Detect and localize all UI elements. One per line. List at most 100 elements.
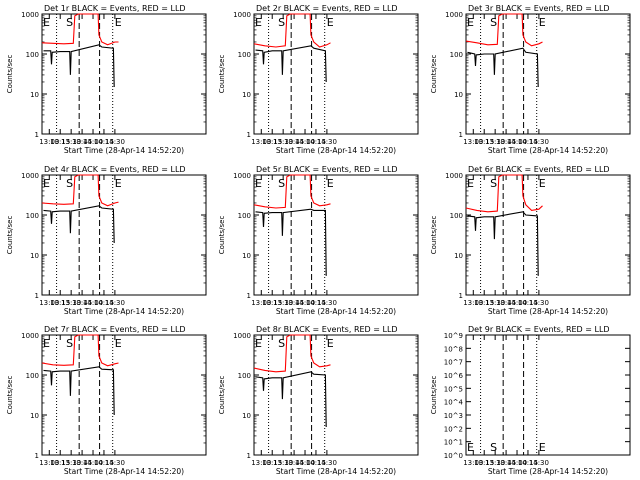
y-tick-label: 10 [30,252,39,260]
y-axis-label: Counts/sec [218,376,226,415]
y-tick-label: 1 [247,292,251,300]
saa-marker: S [278,177,285,190]
y-tick-label: 10 [242,412,251,420]
x-tick-label: 14:00 [507,299,527,307]
x-tick-label: 13:15 [50,299,70,307]
start-marker: E [467,441,474,454]
x-tick-label: 13:00 [39,138,59,146]
x-tick-label: 13:30 [273,138,293,146]
x-tick-label: 14:00 [507,459,527,467]
x-tick-label: 14:15 [94,459,114,467]
y-tick-label: 1000 [445,11,463,19]
x-tick-label: 14:15 [518,459,538,467]
event-rate-line [43,366,115,416]
detector-panel-5: Det 5r BLACK = Events, RED = LLD 1 10 100 10… [218,165,419,316]
x-tick-label: 13:45 [284,299,304,307]
eclipse-marker: E [327,177,334,190]
x-tick-label: 14:15 [94,299,114,307]
panel-title: Det 9r BLACK = Events, RED = LLD [468,325,610,334]
x-tick-label: 13:00 [251,459,271,467]
plot-frame [41,334,207,456]
detector-panel-2: Det 2r BLACK = Events, RED = LLD 1 10 100 10… [218,4,419,155]
x-tick-label: 14:30 [529,459,549,467]
panel-title: Det 2r BLACK = Events, RED = LLD [256,4,398,13]
y-tick-label: 1 [35,131,39,139]
x-tick-label: 13:45 [72,138,92,146]
x-tick-label: 13:30 [485,138,505,146]
y-tick-label: 10 [242,252,251,260]
y-tick-label: 100 [26,51,39,59]
y-axis-label: Counts/sec [218,55,226,94]
y-tick-label: 100 [238,51,251,59]
y-axis-label: Counts/sec [218,216,226,255]
x-tick-label: 13:15 [262,138,282,146]
saa-marker: S [278,16,285,29]
x-tick-label: 13:45 [72,459,92,467]
eclipse-marker: E [327,337,334,350]
detector-panel-3: Det 3r BLACK = Events, RED = LLD 1 10 100 10… [430,4,631,155]
x-axis-label: Start Time (28-Apr-14 14:52:20) [276,307,396,316]
y-tick-label: 1 [247,452,251,460]
event-rate-line [467,47,539,88]
y-tick-label: 100 [238,212,251,220]
x-tick-label: 14:15 [518,299,538,307]
detector-panel-6: Det 6r BLACK = Events, RED = LLD 1 10 100 10… [430,165,631,316]
x-tick-label: 13:45 [496,299,516,307]
y-tick-label: 10 [30,412,39,420]
y-axis-label: Counts/sec [430,376,438,415]
x-tick-label: 14:00 [83,138,103,146]
y-axis-label: Counts/sec [6,216,14,255]
panel-title: Det 6r BLACK = Events, RED = LLD [468,165,610,174]
y-tick-label: 100 [450,212,463,220]
y-tick-label: 1000 [445,172,463,180]
y-tick-label: 100 [238,372,251,380]
saa-marker: S [66,16,73,29]
x-tick-label: 13:30 [485,299,505,307]
x-tick-label: 13:00 [39,459,59,467]
saa-marker: S [490,16,497,29]
panel-title: Det 4r BLACK = Events, RED = LLD [44,165,186,174]
start-marker: E [43,177,50,190]
start-marker: E [255,16,262,29]
plot-frame [253,174,419,296]
x-tick-label: 14:15 [518,138,538,146]
detector-panel-7: Det 7r BLACK = Events, RED = LLD 1 10 100 10… [6,325,207,476]
x-tick-label: 13:15 [474,459,494,467]
lld-rate-line [253,13,331,48]
y-tick-label: 100 [26,372,39,380]
y-axis-label: Counts/sec [6,55,14,94]
y-tick-label: 1 [35,292,39,300]
start-marker: E [255,177,262,190]
x-tick-label: 13:30 [61,138,81,146]
y-tick-label: 10 [242,91,251,99]
x-axis-label: Start Time (28-Apr-14 14:52:20) [488,146,608,155]
x-tick-label: 14:30 [317,138,337,146]
y-tick-label: 1 [459,292,463,300]
lld-rate-line [253,174,331,209]
y-tick-label: 10 [454,252,463,260]
x-tick-label: 14:15 [306,299,326,307]
x-tick-label: 14:30 [105,459,125,467]
x-axis-label: Start Time (28-Apr-14 14:52:20) [276,467,396,476]
x-tick-label: 14:00 [507,138,527,146]
panel-title: Det 8r BLACK = Events, RED = LLD [256,325,398,334]
y-tick-label: 10^4 [444,399,464,407]
x-tick-label: 13:00 [39,299,59,307]
event-rate-line [467,211,539,276]
y-tick-label: 1000 [21,332,39,340]
x-axis-label: Start Time (28-Apr-14 14:52:20) [64,307,184,316]
lld-rate-line [41,334,119,367]
x-tick-label: 14:30 [105,138,125,146]
y-tick-label: 10^6 [444,372,464,380]
x-tick-label: 13:30 [61,459,81,467]
detector-panel-9: Det 9r BLACK = Events, RED = LLD 10^0 10^1… [430,325,631,476]
plot-frame [41,13,207,135]
event-rate-line [255,371,327,428]
x-tick-label: 13:30 [485,459,505,467]
saa-marker: S [66,177,73,190]
y-tick-label: 100 [450,51,463,59]
x-axis-label: Start Time (28-Apr-14 14:52:20) [276,146,396,155]
lld-rate-line [41,174,119,207]
eclipse-marker: E [539,177,546,190]
lld-rate-line [253,334,331,373]
